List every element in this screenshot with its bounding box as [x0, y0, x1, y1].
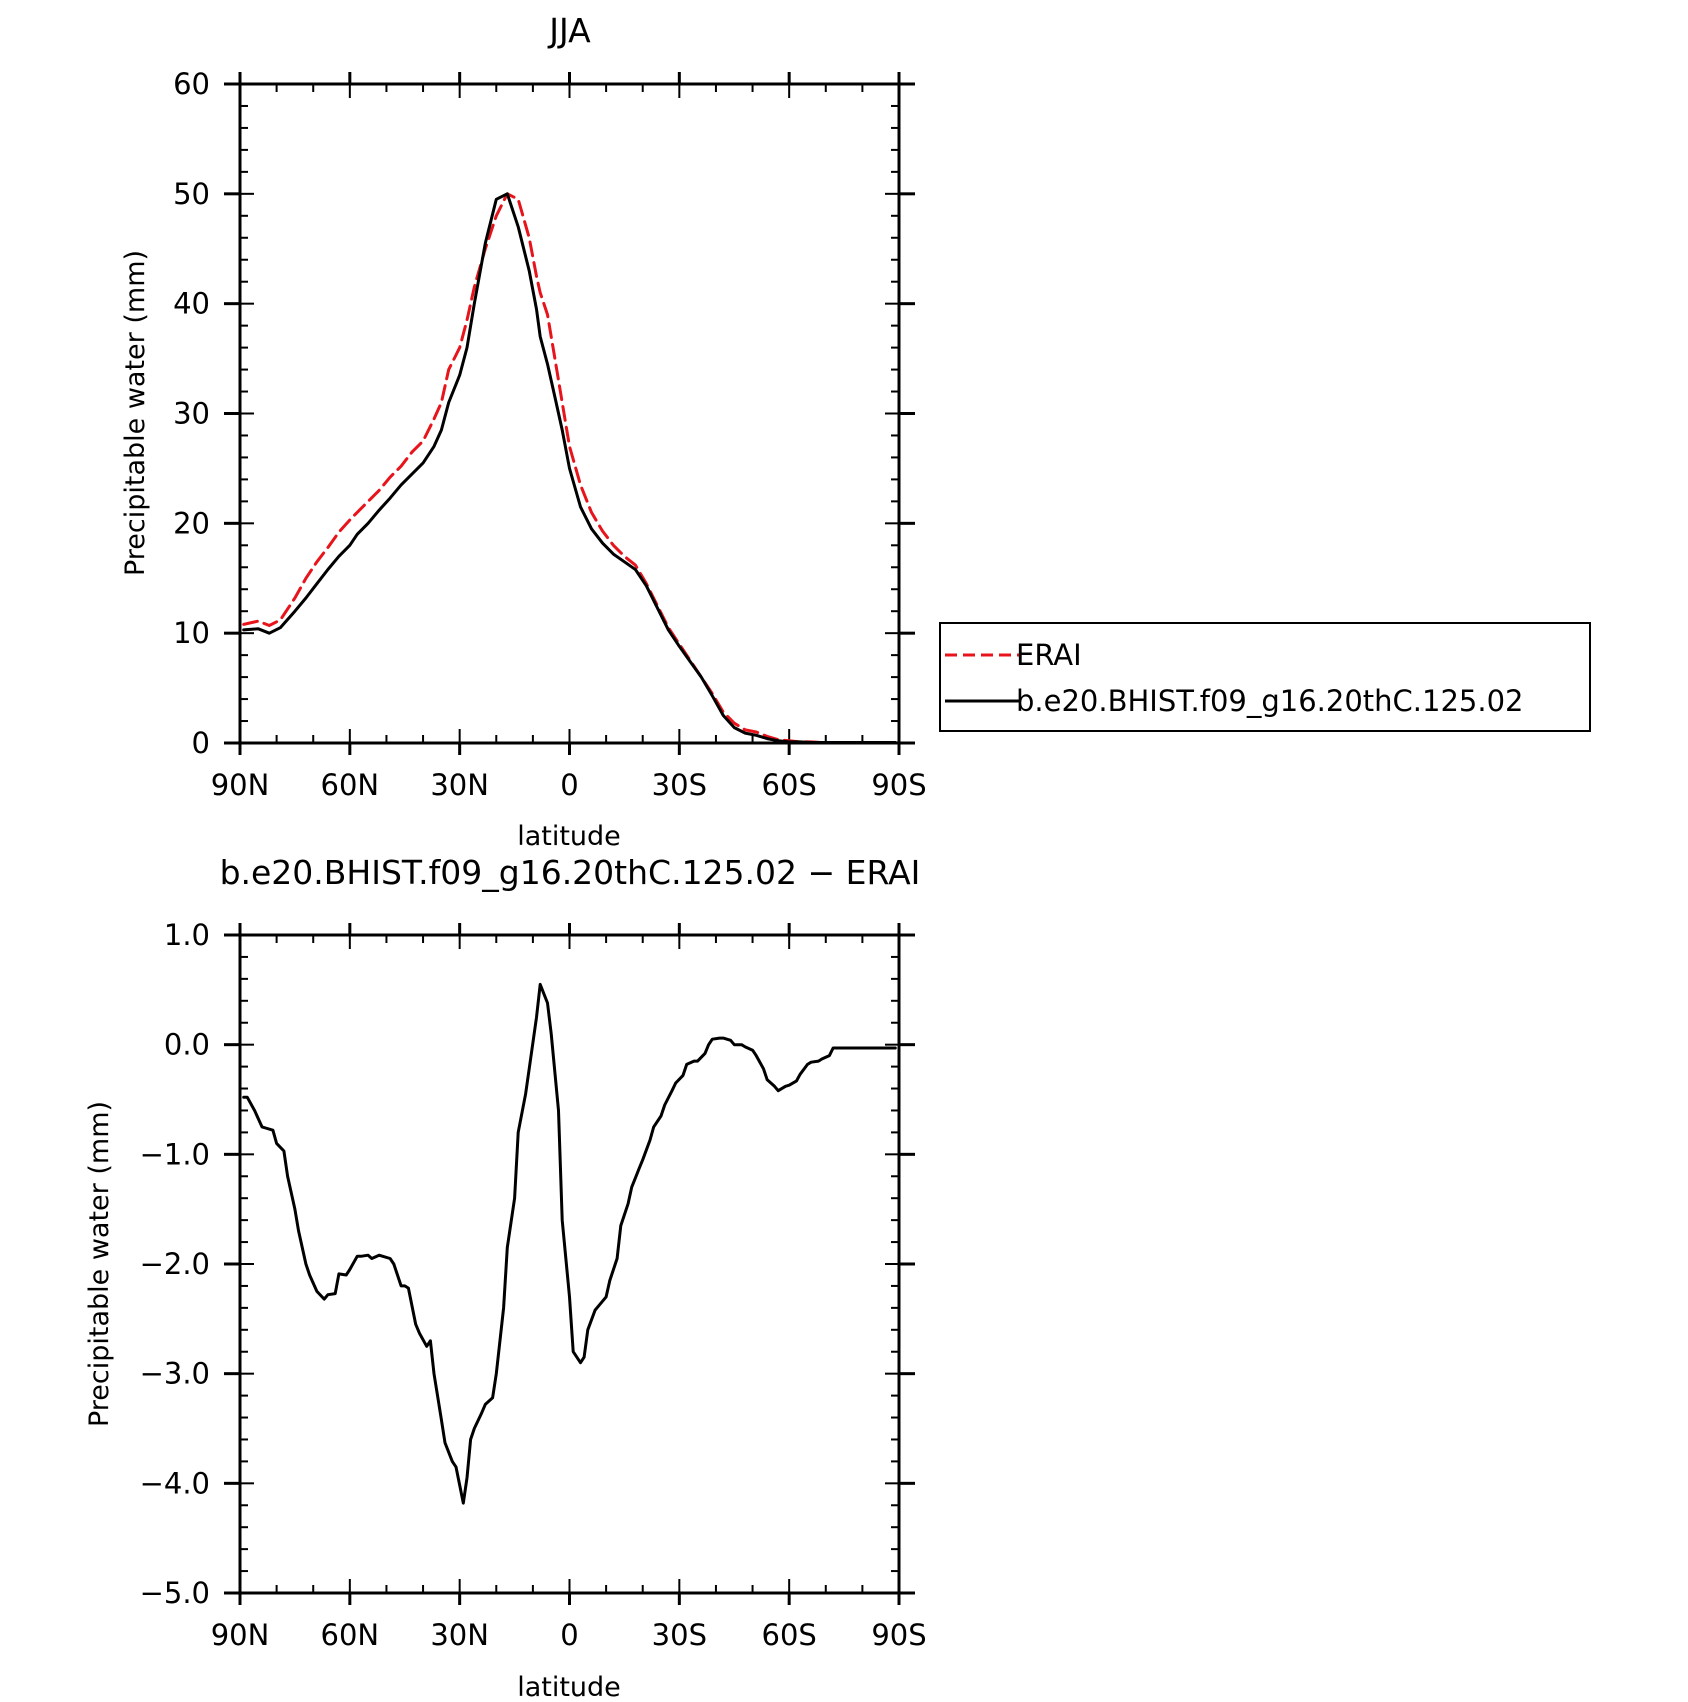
top-x-tick-label: 90S — [871, 768, 926, 802]
legend-box — [939, 622, 1591, 732]
top-x-tick-label: 60S — [762, 768, 817, 802]
legend-label-model: b.e20.BHIST.f09_g16.20thC.125.02 — [1016, 684, 1523, 718]
bottom-x-axis-label: latitude — [517, 1672, 621, 1702]
bottom-panel: b.e20.BHIST.f09_g16.20thC.125.02 − ERAI … — [84, 853, 927, 1702]
bottom-x-tick-label: 90S — [871, 1618, 926, 1652]
top-y-tick-label: 50 — [173, 177, 210, 211]
top-x-tick-label: 90N — [211, 768, 270, 802]
bottom-x-tick-label: 30N — [430, 1618, 489, 1652]
top-x-tick-label: 60N — [321, 768, 380, 802]
top-x-axis-label: latitude — [517, 821, 621, 852]
top-y-tick-label: 40 — [173, 287, 210, 321]
bottom-series-line-difference — [242, 982, 897, 1505]
top-panel: JJA 90N 60N 30N 0 30S 60S 90S 0 10 20 30 40 50 60 lat… — [120, 11, 1591, 852]
legend-label-erai: ERAI — [1016, 638, 1082, 672]
top-y-tick-label: 0 — [192, 726, 210, 760]
top-plot-lines — [242, 192, 897, 744]
bottom-chart-title: b.e20.BHIST.f09_g16.20thC.125.02 − ERAI — [220, 853, 921, 892]
bottom-y-tick-label: −5.0 — [140, 1576, 210, 1610]
bottom-x-tick-label: 60N — [321, 1618, 380, 1652]
top-x-tick-label: 0 — [560, 768, 578, 802]
top-x-tick-label: 30N — [430, 768, 489, 802]
bottom-y-tick-label: −2.0 — [140, 1247, 210, 1281]
bottom-y-tick-label: −1.0 — [140, 1137, 210, 1171]
bottom-y-tick-label: 1.0 — [164, 918, 210, 952]
bottom-x-tick-label: 0 — [560, 1618, 578, 1652]
top-plot-frame — [238, 82, 901, 745]
top-y-axis-label: Precipitable water (mm) — [120, 250, 151, 576]
top-chart-title: JJA — [547, 11, 591, 50]
top-y-tick-label: 10 — [173, 616, 210, 650]
legend: ERAI b.e20.BHIST.f09_g16.20thC.125.02 — [939, 622, 1591, 732]
bottom-x-tick-label: 30S — [652, 1618, 707, 1652]
bottom-y-tick-label: 0.0 — [164, 1028, 210, 1062]
bottom-y-tick-label: −4.0 — [140, 1466, 210, 1500]
top-series-line-model — [242, 192, 897, 744]
top-axes: 90N 60N 30N 0 30S 60S 90S 0 10 20 30 40 50 60 — [173, 67, 927, 802]
top-y-tick-label: 30 — [173, 397, 210, 431]
bottom-x-tick-label: 90N — [211, 1618, 270, 1652]
top-y-tick-label: 20 — [173, 506, 210, 540]
bottom-plot-lines — [242, 982, 897, 1505]
bottom-y-axis-label: Precipitable water (mm) — [84, 1101, 115, 1427]
bottom-plot-frame — [238, 933, 901, 1595]
bottom-x-tick-label: 60S — [762, 1618, 817, 1652]
top-x-tick-label: 30S — [652, 768, 707, 802]
bottom-axes: 90N 60N 30N 0 30S 60S 90S 1.0 0.0 −1.0 −2.0 −3.0 −4.… — [140, 918, 927, 1652]
top-y-tick-label: 60 — [173, 67, 210, 101]
bottom-y-tick-label: −3.0 — [140, 1357, 210, 1391]
